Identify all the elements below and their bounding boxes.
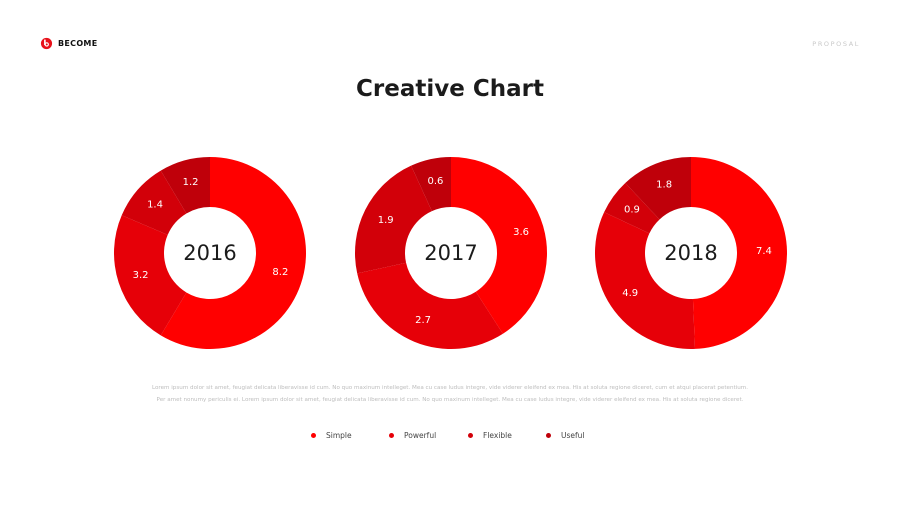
donut-slice-2018-simple — [691, 157, 787, 349]
donut-slice-2016-powerful — [114, 215, 187, 336]
donut-center-year-label: 2017 — [424, 241, 477, 265]
slice-value-label: 3.6 — [513, 227, 529, 238]
slice-value-label: 4.9 — [622, 288, 638, 299]
brand-logo: BECOME — [40, 37, 97, 50]
donut-slice-2016-simple — [160, 157, 307, 349]
body-paragraph: Lorem ipsum dolor sit amet, feugiat deli… — [151, 385, 749, 403]
donut-center-year-label: 2016 — [183, 241, 236, 265]
slice-value-label: 0.9 — [624, 205, 640, 216]
donut-slice-2018-flexible — [604, 183, 660, 234]
slice-value-label: 1.9 — [378, 215, 394, 226]
legend-dot-icon — [546, 433, 551, 438]
slice-value-label: 1.8 — [656, 180, 672, 191]
legend-item-flexible: Flexible — [468, 431, 512, 440]
slice-value-label: 2.7 — [415, 315, 431, 326]
donut-slice-2017-simple — [451, 157, 548, 334]
legend-item-useful: Useful — [546, 431, 585, 440]
donut-slice-2017-useful — [411, 157, 451, 212]
donut-slice-2016-useful — [160, 157, 210, 214]
tagline: PROPOSAL — [812, 40, 860, 48]
slice-value-label: 7.4 — [756, 246, 772, 257]
donut-slice-2018-useful — [625, 157, 691, 220]
donut-slice-2016-flexible — [121, 170, 187, 235]
legend-dot-icon — [389, 433, 394, 438]
legend-label: Simple — [326, 431, 352, 440]
slice-value-label: 1.2 — [183, 177, 199, 188]
legend-label: Powerful — [404, 431, 437, 440]
slice-value-label: 0.6 — [428, 176, 444, 187]
slice-value-label: 8.2 — [272, 267, 288, 278]
legend-item-simple: Simple — [311, 431, 352, 440]
legend-label: Flexible — [483, 431, 512, 440]
brand-name: BECOME — [58, 39, 98, 48]
donut-center-year-label: 2018 — [664, 241, 717, 265]
donut-slice-2017-powerful — [357, 262, 503, 349]
slice-value-label: 1.4 — [147, 199, 163, 210]
slice-value-label: 3.2 — [133, 270, 149, 281]
legend-item-powerful: Powerful — [389, 431, 436, 440]
b-circle-logo-icon — [40, 37, 53, 50]
donut-slice-2018-powerful — [595, 212, 696, 349]
donut-slice-2017-flexible — [355, 165, 432, 274]
chart-legend: Simple Powerful Flexible Useful — [0, 431, 900, 443]
legend-label: Useful — [561, 431, 585, 440]
legend-dot-icon — [468, 433, 473, 438]
page-title: Creative Chart — [356, 76, 544, 102]
legend-dot-icon — [311, 433, 316, 438]
